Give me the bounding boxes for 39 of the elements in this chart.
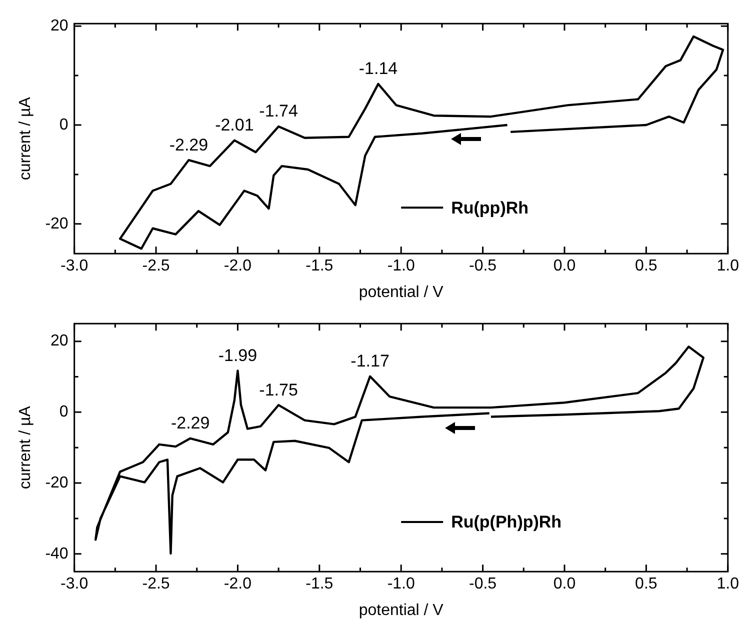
x-tick-label: -1.5 bbox=[306, 258, 334, 275]
annotation: -2.01 bbox=[215, 116, 254, 135]
x-tick-label: -0.5 bbox=[469, 576, 497, 593]
annotation: -2.29 bbox=[169, 135, 208, 154]
annotation: -1.75 bbox=[259, 380, 298, 400]
legend-label: Ru(p(Ph)p)Rh bbox=[451, 512, 562, 532]
legend-label: Ru(pp)Rh bbox=[451, 198, 529, 218]
annotation: -2.29 bbox=[170, 414, 210, 433]
y-tick-label: -40 bbox=[45, 545, 68, 562]
y-tick-label: -20 bbox=[45, 215, 68, 232]
y-tick-label: 0 bbox=[59, 404, 68, 421]
y-axis-title: current / µA bbox=[17, 96, 34, 180]
y-tick-label: 0 bbox=[59, 116, 68, 134]
annotation: -1.74 bbox=[259, 102, 298, 121]
x-tick-label: -0.5 bbox=[469, 258, 497, 275]
y-tick-label: 20 bbox=[50, 17, 68, 34]
x-tick-label: -3.0 bbox=[60, 258, 88, 275]
x-tick-label: -2.0 bbox=[224, 576, 252, 593]
y-tick-label: 20 bbox=[50, 332, 68, 350]
x-axis-title: potential / V bbox=[358, 284, 444, 301]
x-tick-label: 1.0 bbox=[716, 576, 740, 593]
x-tick-label: 0.0 bbox=[553, 576, 576, 593]
x-tick-label: 1.0 bbox=[716, 258, 740, 275]
x-axis-title: potential / V bbox=[358, 602, 444, 619]
x-tick-label: 0.0 bbox=[553, 258, 576, 275]
annotation: -1.14 bbox=[358, 59, 398, 78]
x-tick-label: -1.5 bbox=[306, 576, 334, 593]
annotation: -1.99 bbox=[218, 346, 258, 365]
y-axis-title: current / µA bbox=[17, 406, 34, 490]
x-tick-label: 0.5 bbox=[635, 576, 658, 593]
x-tick-label: -3.0 bbox=[60, 576, 88, 593]
x-tick-label: -2.5 bbox=[142, 258, 170, 275]
x-tick-label: 0.5 bbox=[635, 258, 658, 275]
x-tick-label: -2.0 bbox=[224, 258, 252, 275]
annotation: -1.17 bbox=[350, 352, 390, 371]
y-tick-label: -20 bbox=[45, 474, 68, 492]
x-tick-label: -1.0 bbox=[387, 576, 415, 593]
x-tick-label: -1.0 bbox=[387, 258, 415, 275]
x-tick-label: -2.5 bbox=[142, 576, 170, 593]
